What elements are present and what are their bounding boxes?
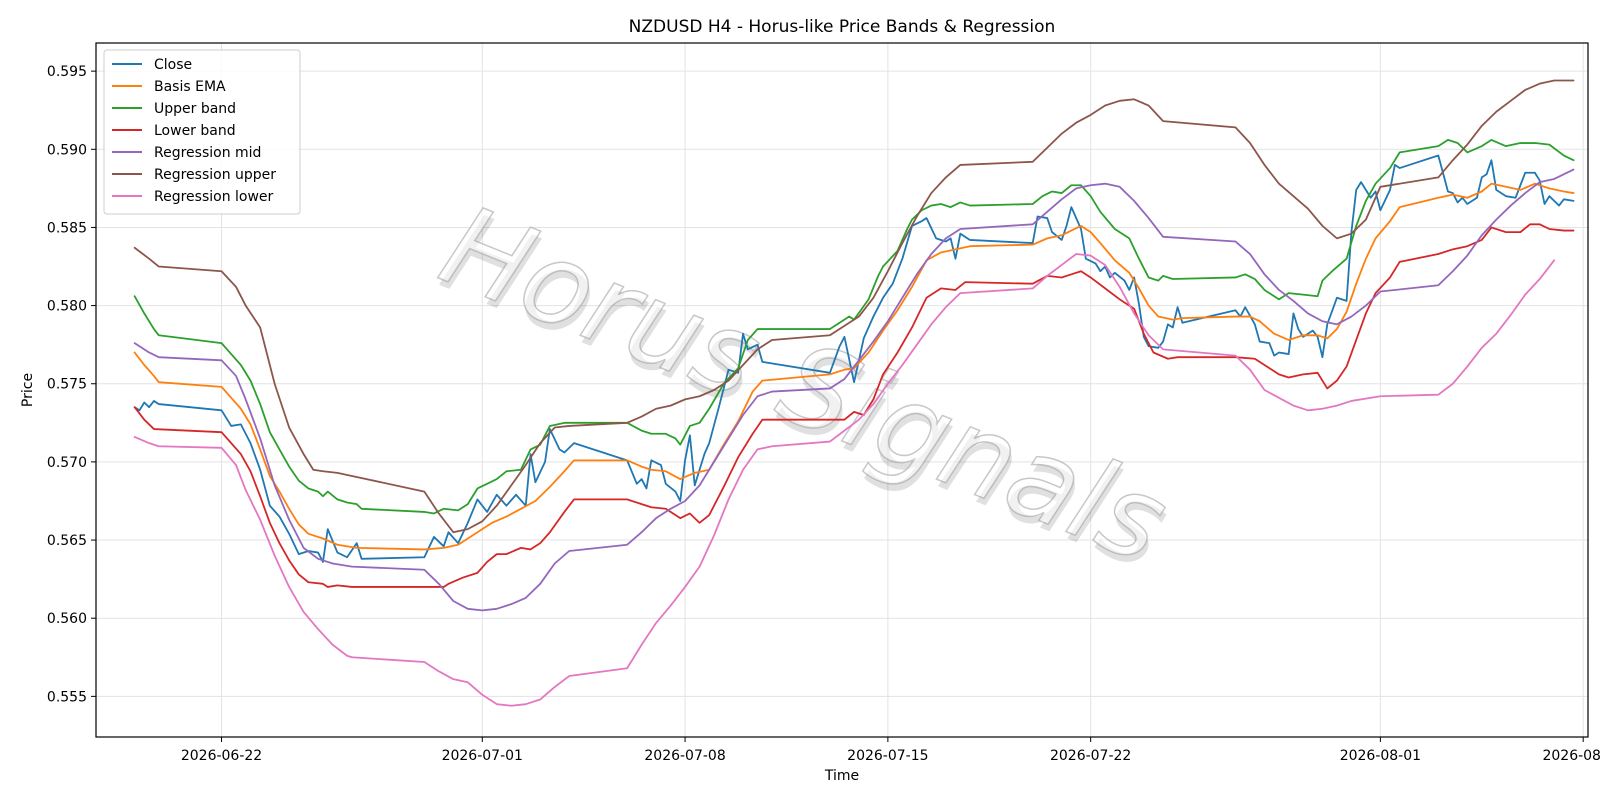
series-lines <box>133 79 1575 707</box>
legend-label: Regression upper <box>154 167 276 183</box>
chart-title: NZDUSD H4 - Horus-like Price Bands & Reg… <box>629 17 1056 37</box>
y-tick-label: 0.585 <box>47 220 87 236</box>
legend-label: Upper band <box>154 101 236 117</box>
y-tick-label: 0.570 <box>47 455 87 471</box>
x-tick-label: 2026-06-22 <box>181 748 262 764</box>
y-tick-label: 0.590 <box>47 142 87 158</box>
x-axis-label: Time <box>824 768 859 784</box>
x-tick-label: 2026-07-15 <box>847 748 928 764</box>
legend-label: Basis EMA <box>154 79 226 95</box>
x-axis-ticks: 2026-06-22 2026-07-01 2026-07-08 2026-07-15… <box>181 737 1600 764</box>
y-tick-label: 0.580 <box>47 299 87 315</box>
y-tick-label: 0.595 <box>47 64 87 80</box>
y-tick-label: 0.565 <box>47 533 87 549</box>
y-tick-label: 0.555 <box>47 689 87 705</box>
plot-area <box>96 43 1588 737</box>
legend-label: Regression mid <box>154 145 261 161</box>
x-tick-label: 2026-08-01 <box>1340 748 1421 764</box>
series-line-regression-upper <box>133 79 1575 534</box>
legend-box <box>103 49 301 215</box>
series-line-regression-lower <box>133 253 1556 707</box>
series-line-lower-band <box>133 223 1575 588</box>
y-tick-label: 0.575 <box>47 377 87 393</box>
x-tick-label: 2026-07-22 <box>1050 748 1131 764</box>
series-line-regression-mid <box>133 168 1575 612</box>
legend-label: Regression lower <box>154 189 274 205</box>
grid-lines <box>96 43 1588 737</box>
plot-frame <box>95 42 1589 738</box>
y-axis-ticks: 0.555 0.560 0.565 0.570 0.575 0.580 0.585 0.590… <box>47 64 96 705</box>
x-tick-label: 2026-08-08 <box>1542 748 1600 764</box>
legend-label: Lower band <box>154 123 236 139</box>
legend: Close Basis EMA Upper band Lower band Regres… <box>103 49 301 215</box>
legend-label: Close <box>154 57 192 73</box>
series-line-upper-band <box>133 139 1575 515</box>
y-axis-label: Price <box>20 373 36 407</box>
y-tick-label: 0.560 <box>47 611 87 627</box>
x-tick-label: 2026-07-08 <box>644 748 725 764</box>
x-tick-label: 2026-07-01 <box>442 748 523 764</box>
series-line-basis-ema <box>133 182 1575 551</box>
